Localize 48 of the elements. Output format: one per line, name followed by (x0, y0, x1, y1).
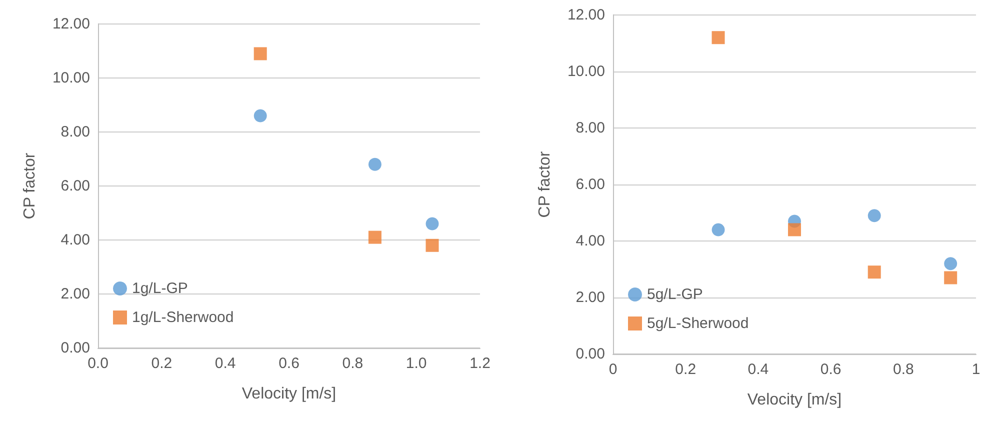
y-tick-label: 10.00 (567, 63, 605, 80)
y-axis-title: CP factor (536, 150, 554, 218)
x-tick-label: 1.2 (470, 355, 490, 372)
point (368, 230, 382, 244)
x-tick-label: 0.8 (342, 355, 364, 372)
y-tick-label: 10.00 (52, 70, 90, 86)
point (254, 109, 267, 122)
x-tick-label: 0.4 (748, 361, 769, 378)
x-tick-label: 0 (608, 361, 618, 378)
y-tick-label: 6.00 (60, 178, 90, 194)
legend-label: 1g/L-Sherwood (132, 309, 234, 326)
legend-label: 5g/L-GP (647, 286, 703, 303)
y-tick-label: 6.00 (576, 176, 605, 193)
y-tick-label: 8.00 (576, 120, 605, 136)
x-axis-title: Velocity [m/s] (242, 386, 336, 402)
x-tick-label: 1 (972, 361, 980, 378)
y-tick-label: 4.00 (576, 232, 605, 250)
x-axis-title: Velocity [m/s] (747, 392, 842, 408)
y-tick-label: 0.00 (60, 340, 90, 356)
y-axis-title: CP factor (22, 152, 38, 220)
x-tick-label: 0.8 (892, 361, 914, 378)
point (712, 31, 725, 44)
y-tick-label: 12.00 (52, 16, 90, 32)
x-tick-label: 0.6 (278, 355, 300, 372)
legend-label: 1g/L-GP (132, 280, 188, 297)
x-tick-label: 0.2 (151, 355, 172, 372)
point (254, 47, 267, 60)
point (426, 217, 439, 230)
point (868, 266, 881, 279)
y-tick-label: 8.00 (60, 124, 90, 140)
point (368, 158, 382, 171)
point (868, 209, 881, 222)
legend-label: 5g/L-Sherwood (647, 315, 749, 332)
y-tick-label: 2.00 (60, 286, 90, 302)
x-tick-label: 0.6 (820, 361, 842, 378)
point (712, 223, 725, 236)
point (426, 238, 439, 252)
y-tick-label: 12.00 (567, 6, 605, 24)
y-tick-label: 4.00 (60, 232, 90, 248)
y-tick-label: 0.00 (576, 346, 605, 362)
point (788, 223, 801, 236)
point (944, 271, 958, 284)
x-tick-label: 0.0 (88, 355, 108, 372)
x-tick-label: 0.4 (214, 355, 236, 372)
x-tick-label: 0.2 (675, 361, 696, 378)
x-tick-label: 1.0 (406, 355, 427, 372)
y-tick-label: 2.00 (576, 289, 605, 306)
point (944, 257, 958, 270)
